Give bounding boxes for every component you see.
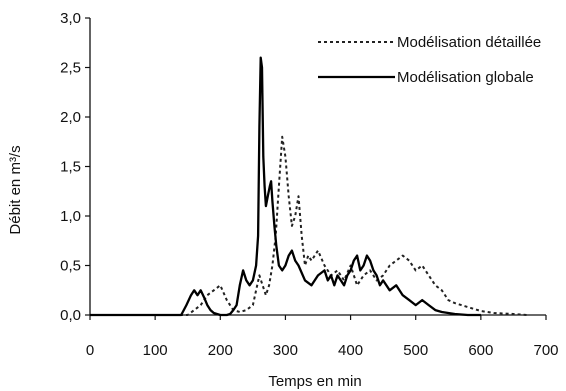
x-tick-label: 700	[533, 342, 558, 359]
axes: 0,0 0,5 1,0 1,5 2,0 2,5 3,0 0 100 200 300 400 500 600…	[60, 10, 558, 359]
series-line-detailed	[90, 135, 527, 316]
x-tick-label: 400	[338, 342, 363, 359]
series-layer	[90, 56, 527, 317]
x-tick-label: 0	[86, 342, 94, 359]
y-tick-label: 3,0	[60, 10, 81, 27]
x-tick-label: 600	[468, 342, 493, 359]
y-tick-label: 2,0	[60, 109, 81, 126]
y-axis-label: Débit en m³/s	[7, 145, 24, 234]
legend-label: Modélisation détaillée	[397, 34, 541, 51]
x-tick-label: 500	[403, 342, 428, 359]
y-tick-label: 1,5	[60, 159, 81, 176]
x-axis-label: Temps en min	[268, 373, 361, 390]
x-tick-label: 200	[208, 342, 233, 359]
x-tick-label: 300	[273, 342, 298, 359]
y-tick-label: 0,0	[60, 307, 81, 324]
y-tick-label: 2,5	[60, 60, 81, 77]
x-tick-label: 100	[143, 342, 168, 359]
series-line-global	[90, 56, 481, 317]
y-tick-label: 0,5	[60, 258, 81, 275]
y-tick-label: 1,0	[60, 208, 81, 225]
legend-label: Modélisation globale	[397, 69, 534, 86]
legend: Modélisation détaillée Modélisation globa…	[318, 34, 541, 86]
